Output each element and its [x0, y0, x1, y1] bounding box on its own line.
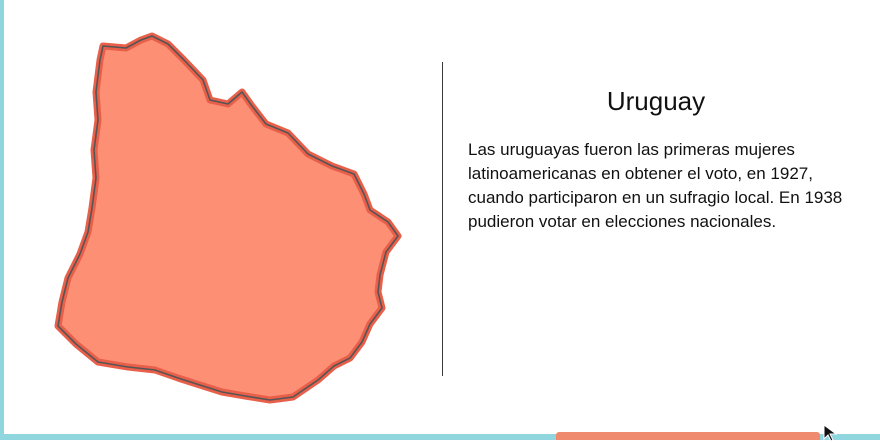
country-description: Las uruguayas fueron las primeras mujere…	[468, 140, 843, 231]
content-divider	[442, 62, 443, 376]
uruguay-map[interactable]	[40, 20, 420, 410]
window-frame-left	[0, 0, 4, 440]
country-title: Uruguay	[606, 86, 706, 116]
window-frame-bottom	[0, 434, 880, 440]
uruguay-map-shape[interactable]	[54, 32, 402, 404]
arrow-pointer-icon	[823, 424, 838, 442]
uruguay-map-outline	[57, 35, 399, 401]
next-card-peek[interactable]	[556, 432, 820, 440]
